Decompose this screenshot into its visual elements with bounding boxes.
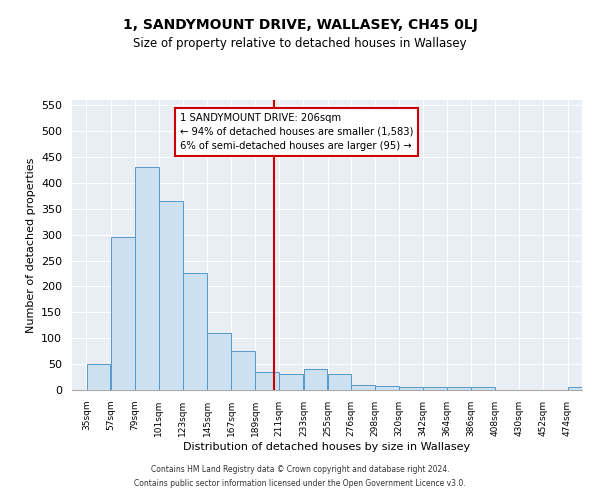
Bar (159, 201, 183, 390)
Bar (86, 364, 110, 390)
Bar (231, 351, 255, 390)
Bar (256, 372, 279, 390)
Bar (568, 388, 592, 390)
Y-axis label: Number of detached properties: Number of detached properties (26, 158, 35, 332)
Bar (111, 237, 134, 390)
Text: Size of property relative to detached houses in Wallasey: Size of property relative to detached ho… (133, 38, 467, 51)
Bar (135, 168, 158, 390)
Text: 1 SANDYMOUNT DRIVE: 206sqm
← 94% of detached houses are smaller (1,583)
6% of se: 1 SANDYMOUNT DRIVE: 206sqm ← 94% of deta… (179, 113, 413, 151)
Bar (207, 333, 231, 390)
Text: 1, SANDYMOUNT DRIVE, WALLASEY, CH45 0LJ: 1, SANDYMOUNT DRIVE, WALLASEY, CH45 0LJ (122, 18, 478, 32)
Bar (375, 386, 398, 390)
Text: Distribution of detached houses by size in Wallasey: Distribution of detached houses by size … (184, 442, 470, 452)
Bar (399, 388, 423, 390)
Bar (351, 385, 374, 390)
Bar (471, 388, 495, 390)
Text: Contains HM Land Registry data © Crown copyright and database right 2024.
Contai: Contains HM Land Registry data © Crown c… (134, 466, 466, 487)
Bar (328, 374, 352, 390)
Bar (183, 274, 207, 390)
Bar (280, 374, 303, 390)
Bar (423, 388, 447, 390)
Bar (304, 370, 328, 390)
Bar (447, 388, 471, 390)
